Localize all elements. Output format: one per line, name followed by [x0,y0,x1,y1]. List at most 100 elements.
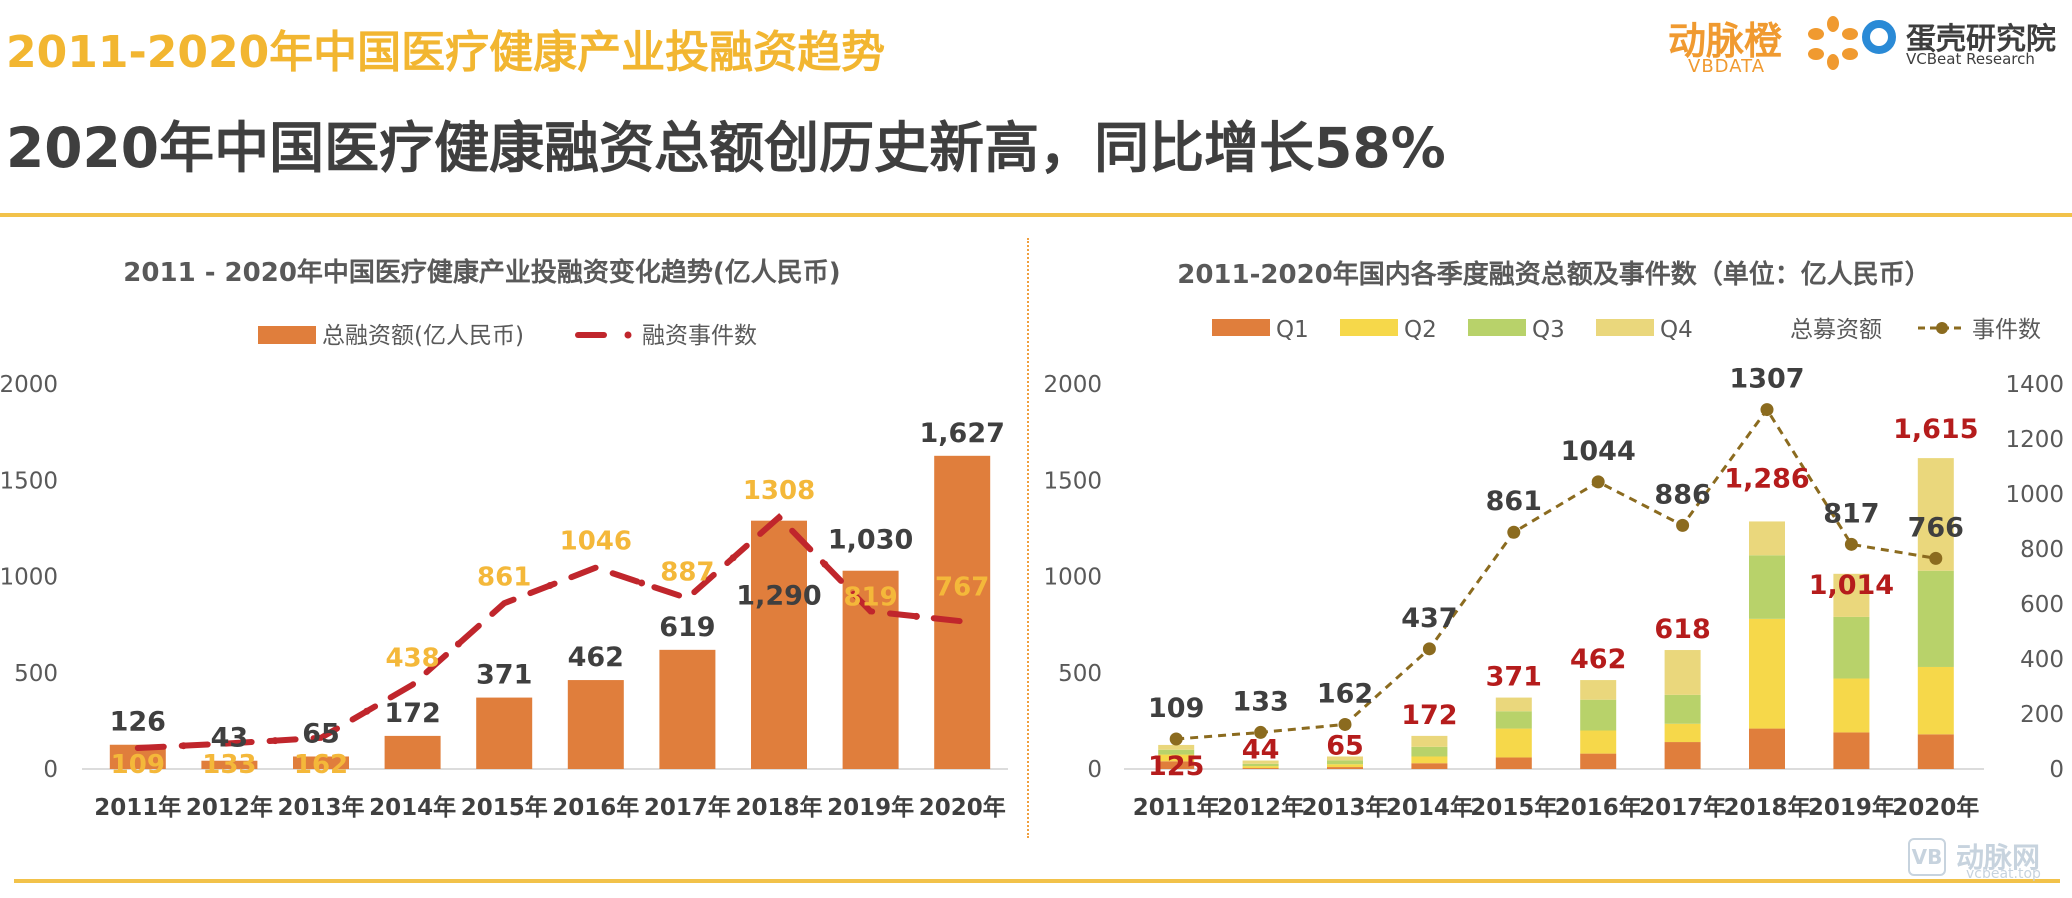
bar-segment-q2 [1495,728,1532,758]
x-tick-label-2: 2017年 [1639,794,1726,821]
event-value-label-2: 1307 [1729,364,1804,395]
bar-value-label: 371 [476,660,532,691]
x-tick-label: 2016年 [552,794,639,821]
bar-segment-q1 [1327,767,1363,769]
line-dot [271,737,279,745]
x-tick-label: 2011年 [94,794,181,821]
event-marker [1507,525,1521,539]
bar-segment-q3 [1664,694,1701,724]
chart2-title: 2011-2020年国内各季度融资总额及事件数（单位：亿人民币） [1177,259,1931,290]
event-marker [1676,518,1690,532]
bar-segment-q1 [1749,728,1785,769]
bar-value-label: 462 [568,642,624,673]
event-marker [1254,725,1268,739]
top-title: 2011-2020年中国医疗健康产业投融资趋势 [6,27,886,78]
legend-line-label: 融资事件数 [642,323,757,349]
chart-divider [1027,238,1029,838]
event-value-label: 819 [843,582,897,612]
headline: 2020年中国医疗健康融资总额创历史新高，同比增长58% [6,116,1446,180]
total-value-label: 65 [1326,730,1364,761]
top-rule [0,213,2072,217]
watermark-mark: VB [1908,838,1946,876]
event-value-label: 1308 [743,476,815,506]
brand2-name-en: VCBeat Research [1906,50,2035,68]
y-right-tick-label: 800 [2020,537,2064,563]
bar-value-label: 1,290 [736,581,821,612]
legend-q4-label: Q4 [1660,317,1693,343]
line-dot [638,579,646,587]
x-tick-label-2: 2013年 [1301,794,1388,821]
total-value-label: 1,615 [1893,414,1978,445]
bar-total-financing [384,735,441,769]
y-right-tick-label: 0 [2049,757,2064,783]
bar-segment-q4 [1327,756,1363,761]
bar-segment-q4 [1495,697,1532,712]
bar-total-financing [934,455,991,769]
bar-segment-q1 [1495,757,1532,769]
brand1-name-en: VBDATA [1688,56,1766,77]
bar-value-label: 43 [211,723,249,754]
y-tick-label: 1000 [0,565,58,591]
y-left-tick-label: 1000 [1043,565,1102,591]
x-tick-label-2: 2019年 [1808,794,1895,821]
bar-segment-q1 [1411,763,1448,769]
bar-value-label: 172 [384,698,440,729]
event-value-label-2: 437 [1401,603,1457,634]
x-tick-label: 2018年 [735,794,822,821]
bar-segment-q2 [1833,678,1870,733]
bar-segment-q4 [1158,744,1195,750]
legend-q4-swatch [1596,319,1654,336]
total-value-label: 618 [1654,614,1710,645]
total-value-label: 1,014 [1809,570,1894,601]
event-marker [1591,475,1605,489]
bar-value-label: 1,627 [919,418,1004,449]
bar-segment-q4 [1580,680,1617,700]
event-marker [1929,551,1943,565]
bar-total-financing [567,680,624,769]
event-value-label: 438 [385,644,439,674]
vbdata-logo: 动脉橙 VBDATA [1668,10,1858,77]
line-dot [821,560,829,568]
chart1-title: 2011 - 2020年中国医疗健康产业投融资变化趋势(亿人民币) [123,257,840,288]
event-value-label-2: 886 [1654,479,1710,510]
bar-segment-q3 [1158,749,1195,755]
line-event-count-2 [1176,406,1937,741]
bar-segment-q2 [1411,756,1448,764]
bar-segment-q2 [1917,666,1954,735]
bar-segment-q4 [1749,521,1785,556]
bar-segment-q2 [1327,764,1363,768]
watermark: VB 动脉网 vcbeat.top [1908,836,2058,882]
bar-segment-q2 [1664,723,1701,743]
line-dot [363,707,371,715]
total-value-label: 172 [1401,700,1457,731]
y-left-tick-label: 0 [1087,757,1102,783]
legend-event-marker [1936,322,1948,334]
line-dot [729,554,737,562]
chart-financing-trend: 2011 - 2020年中国医疗健康产业投融资变化趋势(亿人民币) 总融资额(亿人… [0,257,1008,821]
total-value-label: 462 [1570,644,1626,675]
bar-segment-q2 [1242,766,1279,769]
bar-value-label: 1,030 [828,525,913,556]
legend-q2-swatch [1340,319,1398,336]
event-value-label-2: 109 [1148,693,1204,724]
y-left-tick-label: 1500 [1043,468,1102,494]
y-left-tick-label: 2000 [1043,372,1102,398]
total-value-label: 44 [1242,735,1280,766]
event-marker [1338,717,1352,731]
vcbeat-ring-icon [1862,20,1896,54]
total-value-label: 125 [1148,751,1204,782]
event-marker [1844,537,1858,551]
x-tick-label-2: 2014年 [1386,794,1473,821]
bar-segment-q1 [1158,761,1195,769]
bar-segment-q4 [1664,650,1701,695]
bar-total-financing [476,697,533,769]
event-value-label: 162 [294,750,348,780]
bar-total-financing [293,756,349,769]
bar-segment-q3 [1580,699,1617,731]
y-right-tick-label: 400 [2020,647,2064,673]
line-dot [180,742,188,750]
x-tick-label: 2013年 [277,794,364,821]
bar-segment-q3 [1917,570,1954,667]
bar-segment-q3 [1749,555,1785,619]
x-tick-label-2: 2011年 [1133,794,1220,821]
